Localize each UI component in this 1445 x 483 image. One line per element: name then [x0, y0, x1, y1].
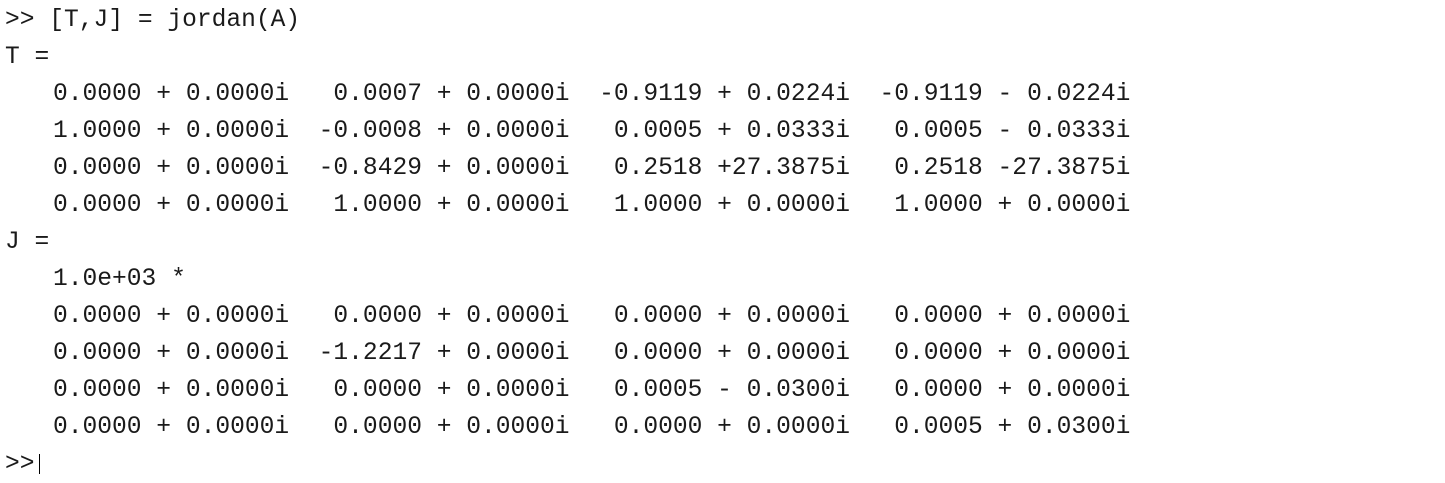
command-text: [T,J] = jordan(A) — [49, 7, 301, 34]
command-line: >> [T,J] = jordan(A) — [5, 2, 1435, 39]
matrix-row: 0.0000 + 0.0000i -1.2217 + 0.0000i 0.000… — [53, 340, 1131, 367]
scale-factor: 1.0e+03 * — [53, 266, 186, 293]
output-header-t: T = — [5, 44, 50, 71]
output-header-j: J = — [5, 229, 50, 256]
matrix-row: 0.0000 + 0.0000i 0.0007 + 0.0000i -0.911… — [53, 81, 1131, 108]
prompt: >> — [5, 451, 35, 478]
matrix-row: 0.0000 + 0.0000i 0.0000 + 0.0000i 0.0000… — [53, 303, 1131, 330]
matrix-row: 1.0000 + 0.0000i -0.0008 + 0.0000i 0.000… — [53, 118, 1131, 145]
text-cursor — [38, 453, 40, 474]
prompt: >> — [5, 7, 50, 34]
input-line[interactable]: >> — [5, 446, 1435, 483]
matrix-row: 0.0000 + 0.0000i 1.0000 + 0.0000i 1.0000… — [53, 192, 1131, 219]
matrix-row: 0.0000 + 0.0000i 0.0000 + 0.0000i 0.0005… — [53, 377, 1131, 404]
command-window[interactable]: >> [T,J] = jordan(A) T = 0.0000 + 0.0000… — [5, 2, 1435, 483]
matrix-row: 0.0000 + 0.0000i -0.8429 + 0.0000i 0.251… — [53, 155, 1131, 182]
matrix-row: 0.0000 + 0.0000i 0.0000 + 0.0000i 0.0000… — [53, 414, 1131, 441]
